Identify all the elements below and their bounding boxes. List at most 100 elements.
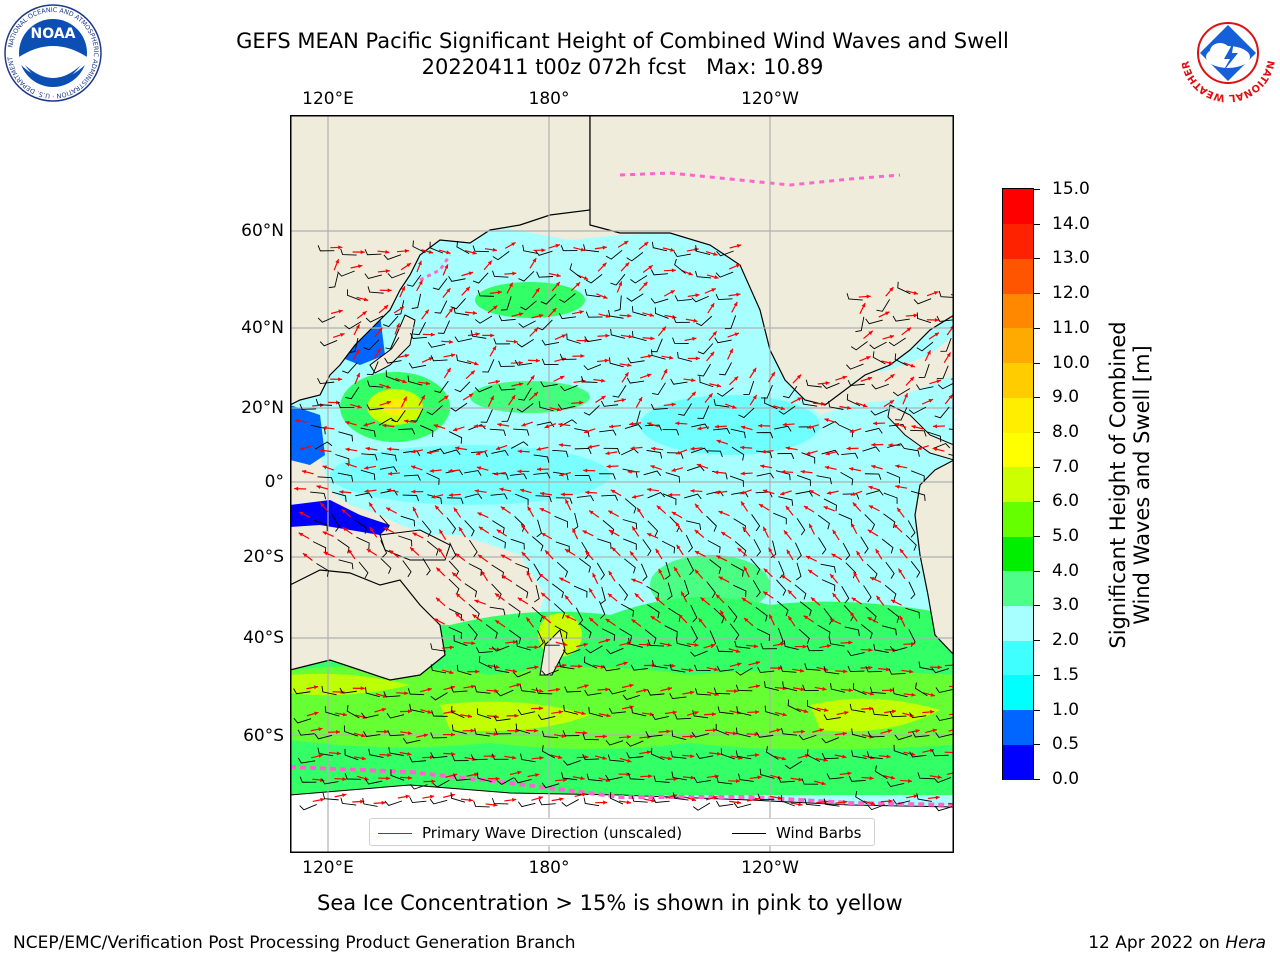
map-border [290,115,954,853]
wind-barb [555,541,570,553]
wind-barb [387,272,406,279]
wave-direction-arrowhead [361,756,367,761]
wave-direction-arrowhead [667,756,673,761]
wind-barb [533,584,540,603]
wind-barb [866,751,883,760]
wave-direction-arrowhead [646,642,651,647]
wind-barb [664,561,671,580]
wave-direction-arrowhead [867,529,873,534]
wave-direction-arrowhead [338,245,343,250]
wind-barb [426,405,443,416]
wave-direction-arrowhead [407,775,413,780]
wave-direction-arrowhead [688,668,694,673]
wave-direction-arrowhead [689,690,695,695]
wave-direction-arrowhead [740,490,745,495]
wave-direction-arrowhead [782,712,787,717]
wind-barb [713,687,731,695]
wave-direction-arrowhead [314,711,319,716]
wind-barb [823,798,840,807]
wave-direction-arrowhead [540,491,545,496]
wave-direction-arrowhead [535,773,540,778]
wind-barb [383,691,401,698]
wave-direction-arrowhead [412,532,417,537]
wind-barb [561,772,577,781]
wind-barb [468,424,486,431]
wave-direction-arrowhead [889,688,894,693]
wind-barb [605,774,623,781]
wind-barb [690,604,698,623]
wind-barb [367,286,384,294]
wind-barb [916,341,934,352]
wave-direction-arrowhead [826,490,832,495]
wave-direction-arrowhead [842,754,847,759]
wave-direction-arrowhead [605,313,611,318]
wave-direction-arrowhead [649,712,654,717]
wave-direction-arrowhead [631,619,636,624]
colorbar-tick-mark [1034,327,1040,329]
wind-barb [691,295,709,303]
wind-barb [581,376,598,383]
wind-barb [869,686,887,694]
wave-direction-arrowhead [602,756,607,760]
wave-direction-arrowhead [934,332,940,337]
wind-barb [337,401,355,408]
wave-direction-arrowhead [493,305,498,310]
wind-barb [886,781,905,788]
footer-date-text: 12 Apr 2022 on [1088,933,1226,953]
colorbar-tick-mark [1034,709,1040,711]
wave-direction-arrowhead [870,577,875,581]
wind-barb [319,340,338,347]
wave-direction-arrowhead [870,801,876,806]
wave-direction-arrowhead [294,486,299,491]
wind-barb [383,254,402,261]
wind-barb [694,664,711,671]
wind-barb [437,320,450,334]
wind-barb [647,604,660,619]
wave-direction-arrowhead [355,324,360,329]
wave-direction-arrowhead [671,268,676,273]
wave-direction-arrowhead [407,751,412,756]
wind-barb [916,312,932,324]
wind-barb [764,397,778,410]
wind-barb [409,332,427,339]
wind-barb [491,583,502,600]
wind-barb [889,645,908,652]
wind-barb [493,715,511,722]
wave-direction-arrowhead [581,711,586,716]
wave-direction-arrowhead [425,381,431,386]
lat-label-equator: 0° [264,472,284,492]
wind-barb [384,800,403,806]
wind-barb [888,423,907,430]
wave-direction-arrowhead [363,422,368,427]
lat-label-20s: 20°S [243,547,284,567]
wave-direction-arrowhead [843,669,848,674]
wave-direction-arrowhead [850,491,856,496]
wind-barb [491,753,509,760]
wave-direction-arrowhead [411,465,416,470]
wind-barb [709,559,722,574]
wave-direction-arrowhead [781,575,786,579]
wind-barb [672,792,689,801]
wind-barb [464,470,482,476]
wave-direction-arrowhead [649,313,654,317]
wave-direction-arrowhead [868,485,873,490]
wave-direction-arrowhead [511,395,516,400]
wave-direction-arrowhead [516,683,521,687]
colorbar-band [1003,258,1033,294]
wind-barb [931,750,949,757]
wind-barb [886,471,901,484]
wind-barb [672,337,689,344]
wave-direction-arrowhead [600,664,605,669]
wave-direction-arrowhead [669,355,674,360]
wind-barb [937,382,954,390]
wave-direction-arrowhead [824,418,829,423]
colorbar-tick-label: 6.0 [1052,491,1080,512]
wind-barb [360,469,376,481]
colorbar-band [1003,640,1033,676]
wind-barb [408,362,427,369]
wind-barb [476,772,492,782]
wave-direction-arrowhead [495,379,500,384]
wind-barb [608,688,627,695]
wind-barb [328,273,339,289]
wind-barb [873,644,889,653]
